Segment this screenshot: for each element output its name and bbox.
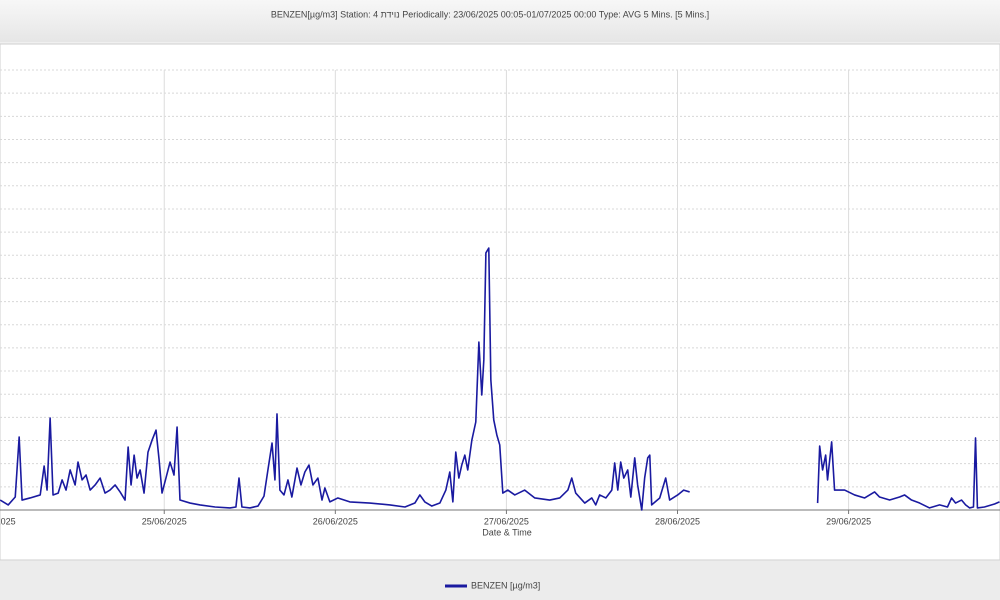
legend-label: BENZEN [µg/m3] <box>471 580 540 590</box>
x-tick-label: 29/06/2025 <box>826 516 871 526</box>
x-tick-label: 26/06/2025 <box>313 516 358 526</box>
legend: BENZEN [µg/m3] <box>445 580 540 590</box>
header-band <box>0 0 1000 42</box>
x-tick-label: 24/06/2025 <box>0 516 16 526</box>
data-line <box>0 247 1000 511</box>
plot-area <box>0 247 1000 511</box>
x-tick-label: 27/06/2025 <box>484 516 529 526</box>
legend-band <box>0 561 1000 600</box>
x-tick-label: 28/06/2025 <box>655 516 700 526</box>
chart-title: BENZEN[µg/m3] Station: 4 נוידת Periodica… <box>271 9 709 19</box>
grid: 24/06/2025 25/06/2025 26/06/2025 27/06/2025… <box>0 69 1000 526</box>
x-axis-title: Date & Time <box>482 527 532 537</box>
x-tick-label: 25/06/2025 <box>142 516 187 526</box>
